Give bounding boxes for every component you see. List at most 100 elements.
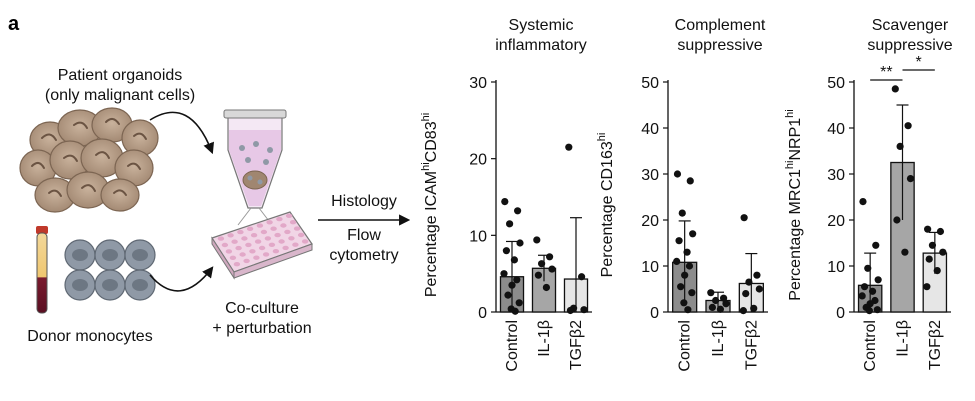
coculture-label: Co-culture	[225, 300, 299, 317]
conical-tube-icon	[223, 109, 287, 226]
data-point	[925, 255, 933, 263]
data-point	[707, 289, 715, 297]
data-point	[933, 267, 941, 275]
well-icon	[254, 239, 262, 244]
well-icon	[288, 236, 295, 241]
y-label-text: Percentage MRC1	[787, 169, 804, 301]
data-point	[753, 271, 761, 279]
data-point	[566, 306, 575, 315]
perturbation-label: + perturbation	[212, 320, 311, 337]
well-icon	[274, 232, 281, 238]
well-icon	[276, 216, 283, 222]
well-icon	[285, 213, 293, 218]
data-point	[514, 207, 522, 215]
chart-3: Scavenger suppressive 0 10 20 30 40 50 Percentag…	[784, 17, 953, 372]
data-point	[896, 142, 904, 150]
well-icon	[243, 258, 250, 264]
data-point	[708, 303, 717, 311]
well-plate-icon	[211, 211, 313, 280]
well-icon	[260, 229, 268, 235]
data-point	[673, 257, 681, 265]
data-point	[675, 237, 683, 245]
y-tick-label: 20	[469, 152, 487, 169]
organoids-sublabel: (only malignant cells)	[45, 87, 195, 104]
category-label: TGFβ2	[927, 320, 944, 370]
data-point	[720, 294, 728, 302]
category-label: IL-1β	[710, 320, 727, 357]
well-icon	[266, 220, 273, 225]
data-point	[928, 241, 937, 249]
well-icon	[284, 229, 291, 235]
data-point	[510, 256, 518, 264]
data-point	[508, 281, 516, 289]
organoids-label: Patient organoids	[58, 67, 183, 84]
y-tick-label: 30	[469, 75, 487, 92]
category-label: TGFβ2	[568, 320, 585, 370]
category-label: IL-1β	[895, 320, 912, 357]
data-point	[516, 239, 524, 247]
well-icon	[293, 226, 301, 231]
y-label-sup: hi	[420, 162, 432, 171]
category-label: IL-1β	[536, 320, 553, 357]
well-icon	[227, 233, 234, 238]
well-icon	[239, 252, 246, 257]
histology-label: Histology	[331, 193, 397, 210]
significance-label: **	[880, 64, 892, 81]
y-tick-label: 20	[641, 213, 659, 230]
chart-2: Complement suppressive 0 10 20 30 40 50 Percenta…	[596, 17, 768, 372]
data-point	[865, 307, 873, 315]
well-icon	[231, 239, 238, 244]
y-tick-label: 40	[827, 121, 845, 138]
y-label-sup: hi	[784, 161, 796, 170]
well-icon	[301, 239, 309, 244]
chart-1: Systemic inflammatory 0 10 20 30 Percentage IC…	[420, 17, 592, 372]
well-icon	[264, 236, 272, 241]
well-icon	[221, 242, 229, 248]
data-point	[546, 253, 554, 261]
significance-label: *	[916, 54, 922, 71]
data-point	[893, 216, 901, 224]
y-tick-label: 10	[469, 228, 487, 245]
arrow-monocytes-icon	[149, 266, 214, 292]
y-tick-label: 40	[641, 121, 659, 138]
well-icon	[282, 245, 289, 251]
data-point	[548, 265, 556, 273]
well-icon	[278, 239, 285, 244]
y-label-sup: hi	[596, 133, 608, 142]
data-point	[901, 248, 909, 256]
y-tick-label: 20	[827, 213, 845, 230]
data-point	[742, 290, 750, 298]
well-icon	[237, 229, 244, 235]
data-point	[500, 270, 508, 278]
data-point	[874, 276, 882, 284]
y-tick-label: 0	[478, 305, 487, 322]
data-point	[722, 300, 730, 308]
y-tick-label: 10	[827, 259, 845, 276]
monocytes-label: Donor monocytes	[27, 328, 152, 345]
y-tick-label: 0	[650, 305, 659, 322]
y-tick-label: 10	[641, 259, 659, 276]
well-icon	[256, 223, 264, 228]
data-point	[504, 291, 512, 299]
panel-letter: a	[8, 13, 20, 35]
data-point	[565, 143, 573, 151]
data-point	[750, 304, 758, 312]
data-point	[534, 271, 543, 279]
well-icon	[270, 226, 277, 231]
data-point	[678, 209, 686, 217]
data-point	[936, 227, 945, 236]
chart-title: Complement	[675, 17, 766, 34]
well-icon	[246, 226, 254, 231]
data-point	[580, 306, 588, 314]
data-point	[716, 305, 725, 313]
chart-subtitle: inflammatory	[495, 37, 587, 54]
well-icon	[245, 242, 252, 248]
well-icon	[249, 249, 256, 254]
data-point	[868, 287, 877, 295]
category-label: Control	[504, 320, 521, 372]
flow-label: Flow	[347, 227, 381, 244]
well-icon	[297, 232, 305, 238]
well-icon	[268, 242, 276, 247]
well-icon	[229, 255, 237, 260]
well-icon	[250, 233, 258, 238]
